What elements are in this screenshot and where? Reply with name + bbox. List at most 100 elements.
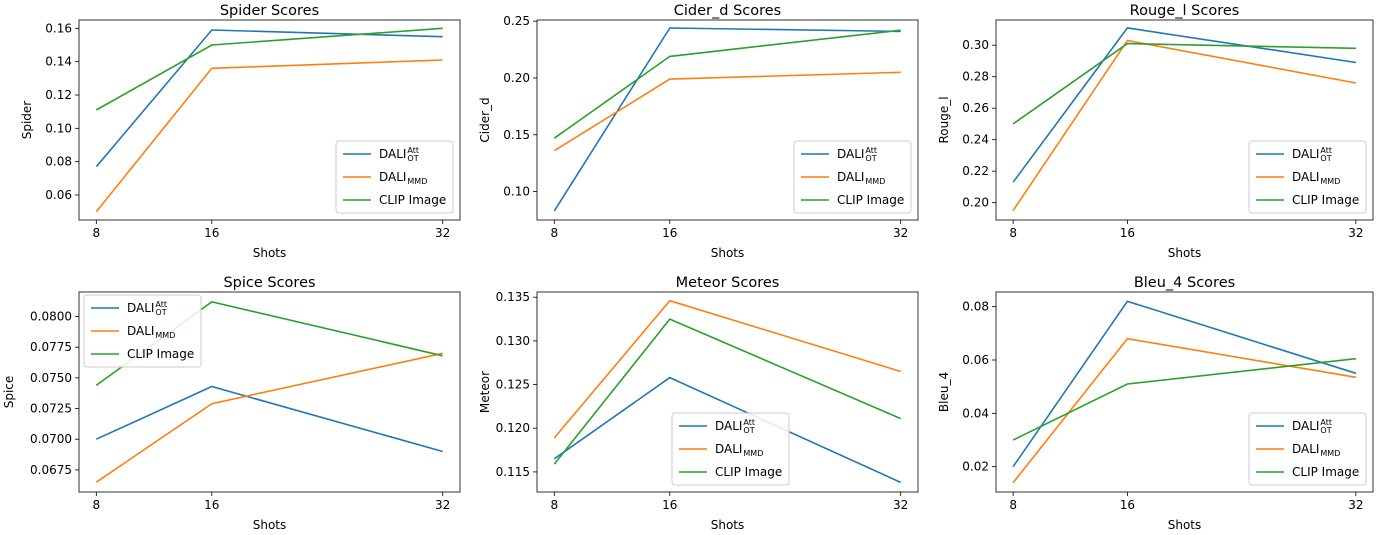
legend-sub-mmd: MMD <box>155 331 175 340</box>
series-line-clip <box>95 27 443 111</box>
x-tick-label: 8 <box>550 226 558 240</box>
legend-sub-att: OT <box>1320 154 1331 163</box>
y-tick-label: 0.08 <box>962 300 989 314</box>
legend-label-mmd: DALI <box>715 442 742 456</box>
x-tick-label: 8 <box>92 498 100 512</box>
x-tick-label: 32 <box>893 498 908 512</box>
series-line-clip <box>553 29 901 139</box>
y-tick-label: 0.14 <box>45 55 72 69</box>
y-axis-label: Spider <box>20 101 34 140</box>
y-tick-label: 0.135 <box>496 290 530 304</box>
y-tick-label: 0.0725 <box>30 402 72 416</box>
x-tick-label: 32 <box>435 498 450 512</box>
x-tick-label: 32 <box>1348 226 1363 240</box>
series-line-clip <box>1012 357 1356 441</box>
axes-frame <box>536 291 919 493</box>
legend-label-clip: CLIP Image <box>379 193 446 207</box>
y-axis-label: Spice <box>2 376 16 409</box>
legend-sup-att: Att <box>743 418 755 427</box>
axes-frame <box>995 291 1374 493</box>
chart-title: Spice Scores <box>223 275 315 291</box>
x-axis-label: Shots <box>711 518 745 532</box>
series-line-mmd <box>95 59 443 213</box>
x-tick-label: 8 <box>550 498 558 512</box>
legend-sub-att: OT <box>865 154 876 163</box>
subplot-spice: Spice Scores 8 16 32 0.0675 0.0700 0.0725 0.075… <box>2 275 461 532</box>
y-tick-label: 0.24 <box>962 133 989 147</box>
chart-title: Meteor Scores <box>676 275 780 291</box>
x-axis-label: Shots <box>1168 518 1202 532</box>
x-tick-label: 16 <box>662 226 677 240</box>
chart-title: Bleu_4 Scores <box>1134 275 1235 291</box>
legend-label-clip: CLIP Image <box>715 465 782 479</box>
series-line-att <box>1012 27 1357 183</box>
y-tick-label: 0.04 <box>962 406 989 420</box>
x-tick-label: 8 <box>1009 498 1017 512</box>
y-tick-label: 0.15 <box>503 128 530 142</box>
subplot-spider: Spider Scores 8 16 32 0.06 0.08 0.10 0.12 0.14 0.… <box>20 3 461 260</box>
legend-sup-att: Att <box>865 146 877 155</box>
chart-title: Spider Scores <box>220 3 319 19</box>
x-axis-label: Shots <box>253 518 287 532</box>
legend-frame <box>335 140 454 214</box>
series-line-att <box>1012 300 1357 468</box>
x-tick-label: 8 <box>1009 226 1017 240</box>
y-tick-label: 0.10 <box>45 121 72 135</box>
y-tick-label: 0.12 <box>45 88 72 102</box>
legend-label-mmd: DALI <box>837 170 864 184</box>
series-line-att <box>553 376 902 484</box>
legend-frame <box>793 140 912 214</box>
subplot-meteor: Meteor Scores 8 16 32 0.115 0.120 0.125 0.130 0.… <box>478 275 919 532</box>
y-tick-label: 0.0700 <box>30 432 72 446</box>
subplot-bleu_4: Bleu_4 Scores 8 16 32 0.02 0.04 0.06 0.08 Shots B… <box>937 275 1374 532</box>
y-tick-label: 0.06 <box>45 188 72 202</box>
legend-label-mmd: DALI <box>1292 442 1319 456</box>
legend-sub-att: OT <box>743 426 754 435</box>
y-axis-label: Meteor <box>478 371 492 413</box>
legend-label-clip: CLIP Image <box>127 347 194 361</box>
y-tick-label: 0.130 <box>496 334 530 348</box>
y-tick-label: 0.20 <box>962 196 989 210</box>
series-line-att <box>553 27 901 212</box>
axes-frame <box>536 19 919 221</box>
legend-sub-att: OT <box>1320 426 1331 435</box>
legend-label-clip: CLIP Image <box>1292 193 1359 207</box>
series-line-mmd <box>1012 337 1357 484</box>
x-tick-label: 16 <box>1120 498 1135 512</box>
legend-sup-att: Att <box>155 300 167 309</box>
y-tick-label: 0.115 <box>496 465 530 479</box>
series-line-mmd <box>553 71 901 152</box>
legend-label-mmd: DALI <box>127 324 154 338</box>
x-axis-label: Shots <box>711 246 745 260</box>
y-tick-label: 0.08 <box>45 155 72 169</box>
y-tick-label: 0.0775 <box>30 340 72 354</box>
legend-label-att: DALI <box>715 419 742 433</box>
series-line-clip <box>1012 42 1356 125</box>
y-tick-label: 0.02 <box>962 460 989 474</box>
legend-label-att: DALI <box>379 147 406 161</box>
legend-label-clip: CLIP Image <box>837 193 904 207</box>
legend-label-att: DALI <box>1292 419 1319 433</box>
axes-frame <box>78 291 461 493</box>
subplot-cider_d: Cider_d Scores 8 16 32 0.10 0.15 0.20 0.25 Shots… <box>478 3 919 260</box>
axes-frame <box>78 19 461 221</box>
x-tick-label: 32 <box>1348 498 1363 512</box>
series-line-mmd <box>553 299 901 439</box>
series-line-mmd <box>1012 39 1357 212</box>
legend-sub-att: OT <box>155 308 166 317</box>
series-line-clip <box>553 318 902 465</box>
y-axis-label: Bleu_4 <box>937 372 951 412</box>
legend-sup-att: Att <box>1320 418 1332 427</box>
legend-sup-att: Att <box>1320 146 1332 155</box>
chart-title: Cider_d Scores <box>674 3 781 19</box>
x-tick-label: 16 <box>204 498 219 512</box>
x-tick-label: 16 <box>1120 226 1135 240</box>
x-tick-label: 8 <box>92 226 100 240</box>
y-tick-label: 0.06 <box>962 353 989 367</box>
legend-sub-mmd: MMD <box>1320 449 1340 458</box>
series-line-att <box>95 385 443 453</box>
legend-frame <box>83 294 202 368</box>
